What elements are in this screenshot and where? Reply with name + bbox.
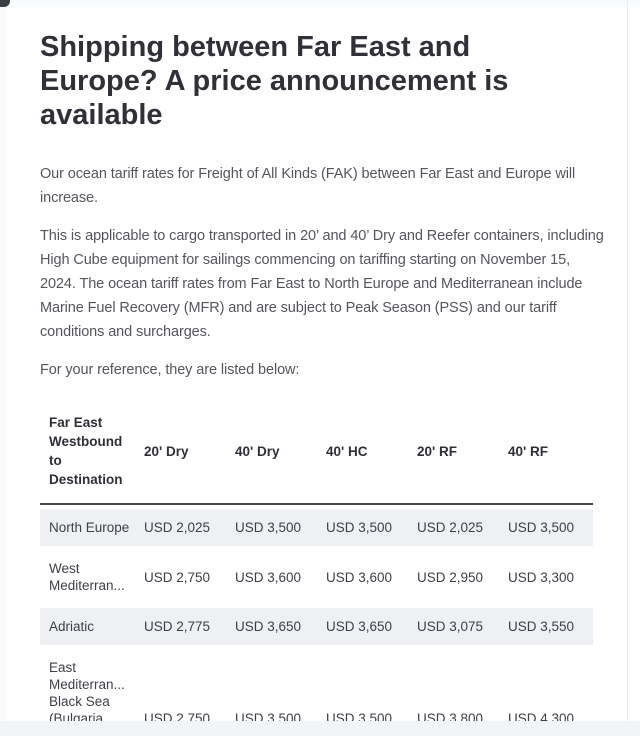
rate-cell: USD 3,600 xyxy=(235,569,302,585)
header-row: Far East Westbound to Destination 20' Dr… xyxy=(40,405,593,505)
page-title: Shipping between Far East and Europe? A … xyxy=(40,31,509,131)
page-edge-bottom xyxy=(0,721,640,736)
rate-cell: USD 2,025 xyxy=(138,509,229,546)
rate-cell: USD 3,075 xyxy=(411,608,502,645)
page-edge-right-line xyxy=(627,0,628,721)
table-row-north-europe: North Europe USD 2,025 USD 3,500 USD 3,5… xyxy=(40,509,593,546)
column-header-40-dry: 40' Dry xyxy=(229,405,320,505)
page-edge-left xyxy=(0,0,7,736)
rate-cell: USD 3,300 xyxy=(508,569,575,585)
table-header: Far East Westbound to Destination 20' Dr… xyxy=(40,405,593,505)
rate-cell: USD 3,650 xyxy=(229,608,320,645)
rate-cell: USD 2,775 xyxy=(138,608,229,645)
table-row-west-mediterranean: West Mediterran... USD 2,750 USD 3,600 U… xyxy=(40,550,593,604)
rate-cell: USD 3,500 xyxy=(502,509,593,546)
reference-paragraph: For your reference, they are listed belo… xyxy=(40,362,300,378)
rate-cell: USD 3,500 xyxy=(229,509,320,546)
window-corner-artifact xyxy=(0,0,10,7)
rate-cell: USD 3,650 xyxy=(320,608,411,645)
column-header-40-rf: 40' RF xyxy=(502,405,593,505)
destination-cell: Adriatic xyxy=(40,608,138,645)
page-edge-top xyxy=(0,0,640,7)
table-row-adriatic: Adriatic USD 2,775 USD 3,650 USD 3,650 U… xyxy=(40,608,593,645)
rate-cell: USD 3,500 xyxy=(320,509,411,546)
rate-cell: USD 2,025 xyxy=(411,509,502,546)
tariff-rates-table: Far East Westbound to Destination 20' Dr… xyxy=(40,401,593,736)
rate-cell: USD 2,750 xyxy=(144,569,211,585)
column-header-20-dry: 20' Dry xyxy=(138,405,229,505)
intro-paragraph: Our ocean tariff rates for Freight of Al… xyxy=(40,166,576,206)
details-paragraph: This is applicable to cargo transported … xyxy=(40,228,604,340)
column-header-destination: Far East Westbound to Destination xyxy=(40,405,138,505)
column-header-40-hc: 40' HC xyxy=(320,405,411,505)
rate-cell: USD 3,550 xyxy=(502,608,593,645)
rate-cell: USD 2,950 xyxy=(417,569,484,585)
column-header-20-rf: 20' RF xyxy=(411,405,502,505)
table-body: North Europe USD 2,025 USD 3,500 USD 3,5… xyxy=(40,509,593,736)
destination-cell: West Mediterran... xyxy=(49,561,125,593)
destination-cell: North Europe xyxy=(40,509,138,546)
rate-cell: USD 3,600 xyxy=(326,569,393,585)
